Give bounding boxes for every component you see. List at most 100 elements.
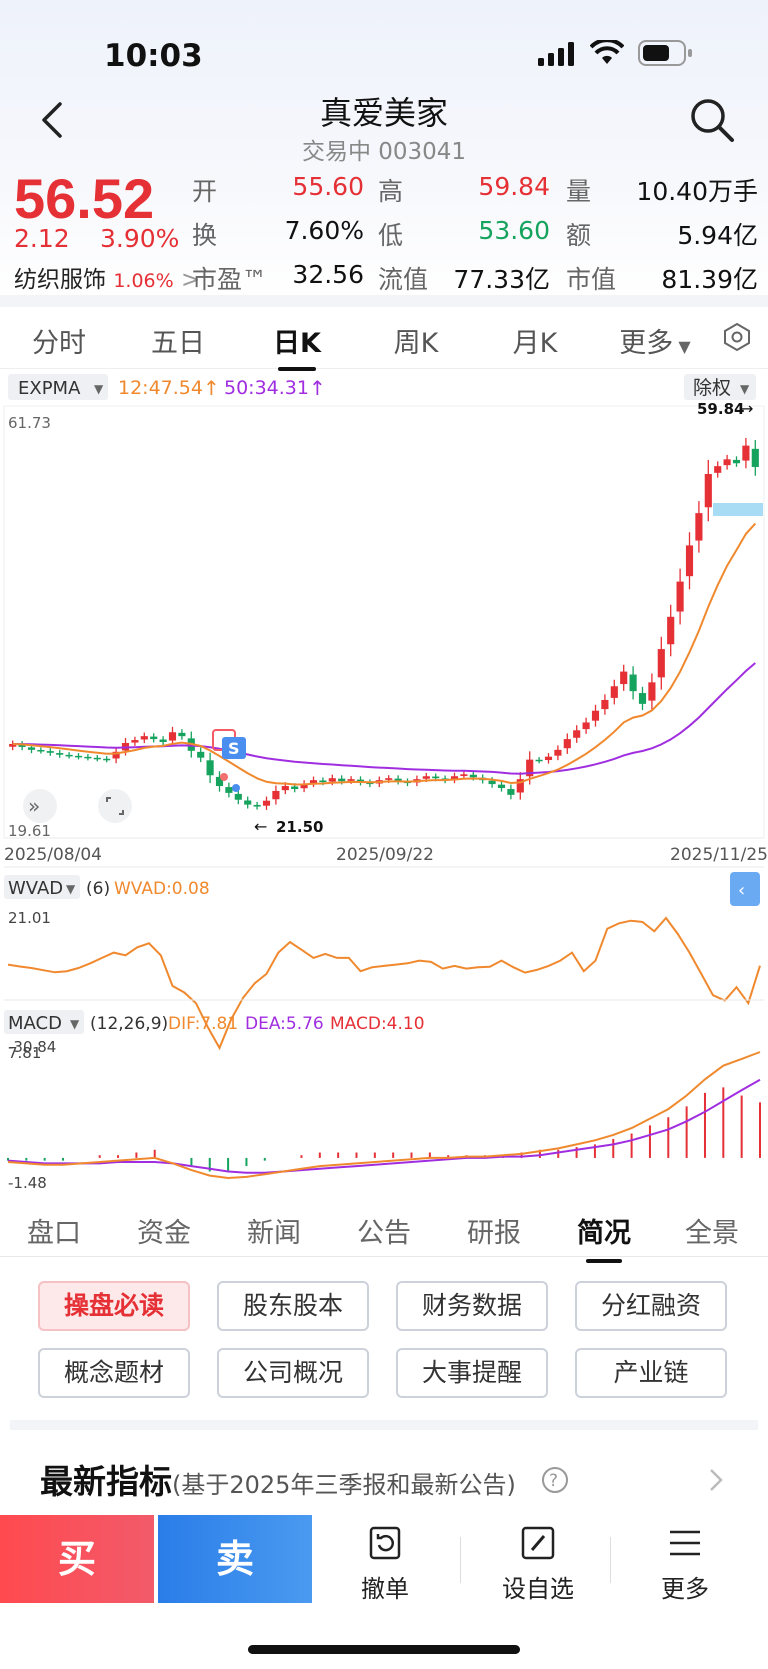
candle [751,448,759,467]
collapse-panel-button[interactable] [730,872,760,906]
pill-company-profile[interactable]: 公司概况 [217,1348,369,1398]
pill-concepts[interactable]: 概念题材 [38,1348,190,1398]
buy-button[interactable]: 买 [0,1515,154,1603]
float-cap-value: 77.33亿 [453,265,550,294]
candle [46,751,54,753]
settings-hex-icon[interactable] [721,321,753,353]
low-value: 53.60 [478,216,550,245]
wvad-line [7,916,761,1051]
tab-monthly-k[interactable]: 月K [512,328,558,359]
candle [704,474,712,508]
high-value: 59.84 [478,172,550,201]
pill-events[interactable]: 大事提醒 [396,1348,548,1398]
pill-trading-must-read[interactable]: 操盘必读 [38,1281,190,1331]
back-arrow-icon[interactable] [34,98,74,142]
active-tab-indicator [586,1259,622,1263]
tab-more[interactable]: 更多 ▼ [600,321,710,360]
latest-indicators-header[interactable]: 最新指标(基于2025年三季报和最新公告) [40,1455,516,1503]
stock-status-code: 交易中 003041 [301,139,467,165]
tab-weekly-k[interactable]: 周K [393,328,439,359]
candle [309,780,318,784]
active-tab-indicator [278,367,316,371]
tab-announcements[interactable]: 公告 [357,1218,411,1249]
chevron-left-icon: ‹ [738,880,745,901]
candle [9,743,17,747]
fullscreen-button[interactable] [98,789,132,823]
candle [244,800,252,805]
candle [93,757,101,760]
wvad-min: -30.84 [8,1038,56,1056]
candle [150,736,158,740]
candle [112,751,120,759]
arrow-right-icon: → [740,399,753,418]
date-start: 2025/08/04 [4,845,102,865]
macd-select[interactable] [4,1010,84,1034]
candle [657,649,665,678]
stock-name: 真爱美家 [319,94,448,132]
low-annotation: 21.50 [276,818,323,836]
caret-down-icon: ▼ [70,1017,80,1031]
candle [432,776,440,779]
tab-funds[interactable]: 资金 [137,1218,191,1249]
macd-param: (12,26,9) [90,1014,168,1034]
status-bar: 10:03 [0,0,768,110]
signal-icon [538,42,574,66]
market-cap-label: 市值 [566,265,617,294]
high-annotation: 59.84 [697,400,744,418]
header-background [0,0,768,300]
chevron-right-icon[interactable] [706,1466,726,1494]
tab-panorama[interactable]: 全景 [685,1218,739,1249]
pill-shareholders[interactable]: 股东股本 [217,1281,369,1331]
candle [385,778,393,780]
tab-intraday[interactable]: 分时 [32,328,86,359]
dea-value: DEA:5.76 [245,1014,324,1034]
candle [422,776,430,779]
dif-line [7,1051,761,1180]
candle [695,513,703,541]
turnover-value: 7.60% [284,216,364,245]
search-icon[interactable] [688,96,736,144]
candle [535,759,543,762]
expand-chart-button[interactable] [23,789,57,823]
candle [18,744,26,747]
tab-five-day[interactable]: 五日 [151,328,205,359]
candle [159,739,167,743]
pill-dividends[interactable]: 分红融资 [575,1281,727,1331]
tab-research[interactable]: 研报 [467,1218,521,1249]
adjust-select[interactable] [684,374,756,400]
caret-down-icon: ▼ [66,882,76,896]
candle [544,756,553,761]
industry-pct: 1.06% [113,270,174,292]
pill-financials[interactable]: 财务数据 [396,1281,548,1331]
indicator-select[interactable] [8,374,108,400]
add-watchlist-label: 设自选 [502,1575,574,1603]
add-watchlist-button[interactable]: 设自选 [483,1525,593,1604]
wvad-select[interactable] [4,875,80,899]
candle [168,732,177,741]
tab-orderbook[interactable]: 盘口 [27,1218,81,1249]
tab-daily-k-label: 日K [273,328,321,359]
pill-industry-chain[interactable]: 产业链 [575,1348,727,1398]
candle [291,786,299,789]
pe-value: 32.56 [292,260,364,289]
double-chevron-icon: » [28,794,40,818]
menu-icon [670,1530,700,1556]
sell-button[interactable]: 卖 [158,1515,312,1603]
undo-doc-icon [369,1526,401,1560]
industry-link[interactable]: 纺织服饰 1.06% > [14,260,200,294]
dea-line [7,1078,761,1174]
tab-overview[interactable]: 简况 [554,1211,654,1263]
more-label: 更多 [661,1575,709,1603]
candle [685,545,694,577]
cancel-order-button[interactable]: 撤单 [330,1525,440,1604]
main-chart-frame [3,405,765,839]
tab-news[interactable]: 新闻 [247,1218,301,1249]
more-button[interactable]: 更多 [630,1525,740,1604]
help-icon[interactable]: ? [540,1465,570,1495]
svg-text:?: ? [549,1471,558,1491]
tab-daily-k[interactable]: 日K [242,321,352,371]
candle [516,779,524,793]
sell-signal-badge[interactable] [222,737,246,759]
candle [215,776,224,787]
volume-value: 10.40万手 [636,177,758,206]
